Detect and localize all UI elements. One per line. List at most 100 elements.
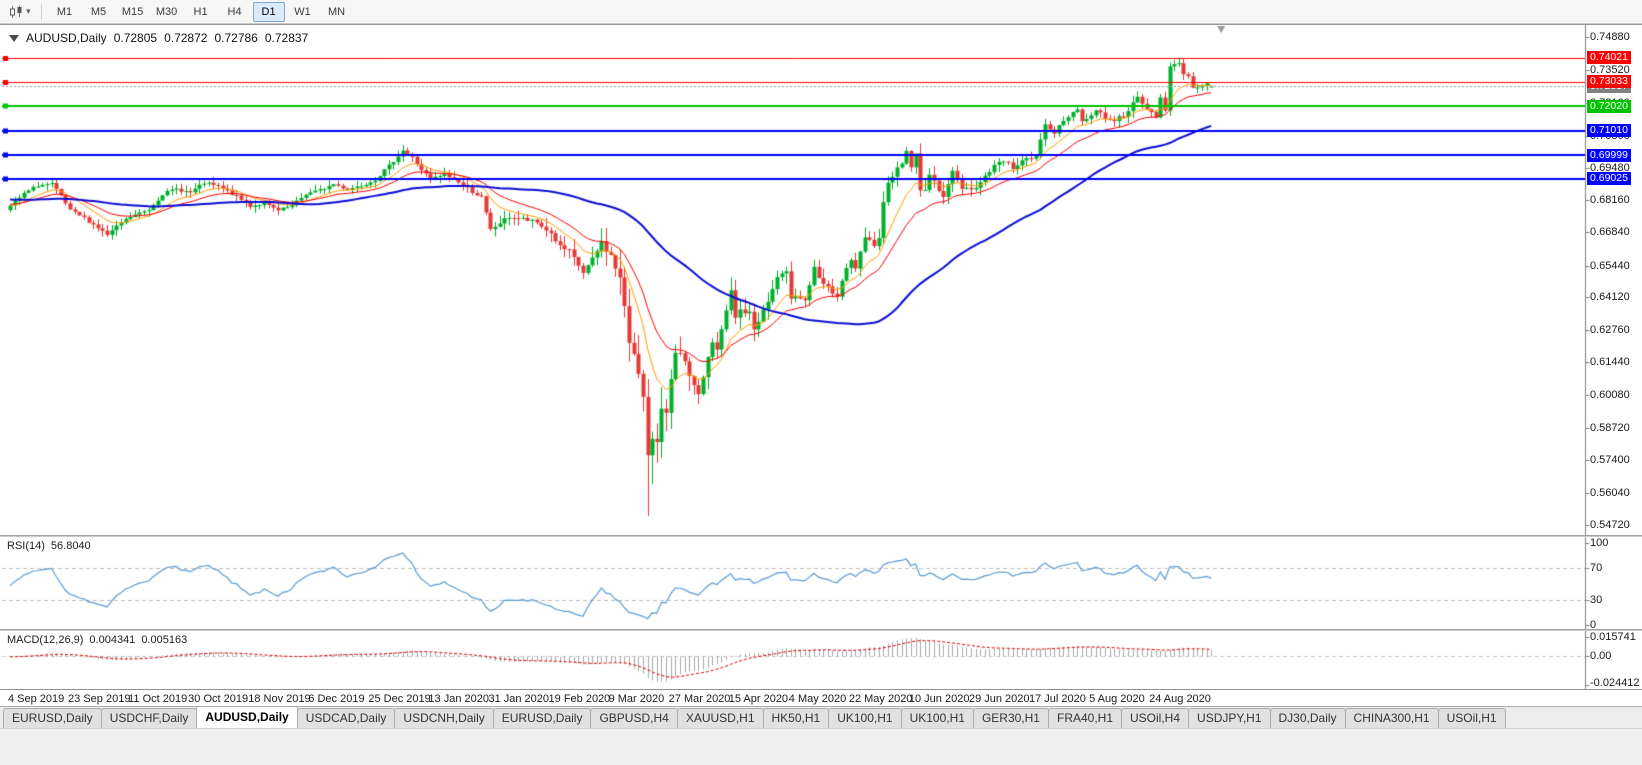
date-axis-label: 30 Oct 2019 bbox=[188, 693, 249, 705]
status-bar bbox=[0, 728, 1642, 765]
price-axis-grid-label: 0.73520 bbox=[1590, 63, 1630, 76]
chart-tab-usdcnh-daily[interactable]: USDCNH,Daily bbox=[394, 708, 494, 728]
chart-tab-gbpusd-h4[interactable]: GBPUSD,H4 bbox=[590, 708, 678, 728]
timeframe-button-w1[interactable]: W1 bbox=[294, 5, 311, 18]
chart-window: AUDUSD,Daily 0.72805 0.72872 0.72786 0.7… bbox=[0, 24, 1642, 707]
timeframe-button-h1[interactable]: H1 bbox=[193, 5, 208, 18]
price-level-label: 0.73033 bbox=[1587, 75, 1631, 89]
macd-axis-label: 0.00 bbox=[1590, 649, 1612, 662]
date-axis-label: 29 Jun 2020 bbox=[968, 693, 1030, 705]
price-axis-grid-label: 0.61440 bbox=[1590, 356, 1630, 369]
price-chart-panel: AUDUSD,Daily 0.72805 0.72872 0.72786 0.7… bbox=[0, 25, 1642, 535]
toolbar-separator bbox=[40, 3, 42, 20]
macd-axis-label: -0.024412 bbox=[1590, 677, 1640, 689]
price-axis-grid-label: 0.62760 bbox=[1590, 324, 1630, 337]
date-axis-label: 31 Jan 2020 bbox=[488, 693, 550, 705]
date-axis-label: 19 Feb 2020 bbox=[548, 693, 611, 705]
date-axis-label: 23 Sep 2019 bbox=[68, 693, 131, 705]
timeframe-button-d1[interactable]: D1 bbox=[252, 1, 285, 22]
price-axis-grid-label: 0.69480 bbox=[1590, 161, 1630, 174]
rsi-axis-label: 70 bbox=[1590, 561, 1603, 574]
date-axis-label: 13 Jan 2020 bbox=[428, 693, 489, 705]
date-axis-label: 24 Aug 2020 bbox=[1149, 693, 1211, 705]
chart-tabs-bar: EURUSD,Daily USDCHF,Daily AUDUSD,Daily USDC… bbox=[0, 706, 1642, 728]
chart-tab-eurusd-daily[interactable]: EURUSD,Daily bbox=[3, 708, 102, 728]
chart-tab-uk100-h1[interactable]: UK100,H1 bbox=[900, 708, 974, 728]
price-axis-grid-label: 0.60080 bbox=[1590, 389, 1630, 402]
price-axis-grid-label: 0.74880 bbox=[1590, 31, 1630, 43]
price-level-label: 0.69999 bbox=[1587, 148, 1631, 162]
price-axis-grid-label: 0.54720 bbox=[1590, 519, 1630, 531]
timeframes-toolbar: ▾ M1 M5 M15 M30 H1 H4 D1 W1 MN bbox=[0, 0, 1642, 24]
chart-symbol-period: AUDUSD,Daily bbox=[26, 31, 107, 45]
chart-type-dropdown-icon[interactable]: ▾ bbox=[26, 6, 31, 16]
date-axis-label: 4 Sep 2019 bbox=[8, 693, 65, 705]
date-axis-label: 9 Mar 2020 bbox=[608, 693, 665, 705]
chart-tab-audusd-daily[interactable]: AUDUSD,Daily bbox=[196, 706, 298, 728]
chart-tab-usdcad-daily[interactable]: USDCAD,Daily bbox=[296, 708, 396, 728]
chart-tab-hk50-h1[interactable]: HK50,H1 bbox=[762, 708, 830, 728]
macd-canvas[interactable] bbox=[0, 631, 1642, 689]
rsi-indicator-title: RSI(14) 56.8040 bbox=[7, 540, 91, 552]
rsi-label: RSI(14) bbox=[7, 540, 45, 552]
date-axis-label: 5 Aug 2020 bbox=[1089, 693, 1145, 705]
macd-indicator-title: MACD(12,26,9) 0.004341 0.005163 bbox=[7, 634, 187, 646]
timeframe-button-mn[interactable]: MN bbox=[327, 5, 346, 18]
timeframe-button-m30[interactable]: M30 bbox=[155, 5, 178, 18]
date-axis-label: 22 May 2020 bbox=[848, 693, 913, 705]
panel-splitter[interactable] bbox=[0, 535, 1642, 537]
chart-tab-ger30-h1[interactable]: GER30,H1 bbox=[972, 708, 1049, 728]
chart-type-icon[interactable] bbox=[6, 2, 26, 22]
rsi-panel: RSI(14) 56.8040 100 70 30 0 bbox=[0, 537, 1642, 629]
chart-tab-usoil-h4[interactable]: USOil,H4 bbox=[1121, 708, 1190, 728]
one-click-trading-icon[interactable] bbox=[9, 34, 19, 42]
price-axis-grid-label: 0.66840 bbox=[1590, 225, 1630, 238]
panel-splitter[interactable] bbox=[0, 629, 1642, 631]
price-level-label: 0.74021 bbox=[1587, 51, 1631, 65]
chart-tab-usdjpy-h1[interactable]: USDJPY,H1 bbox=[1188, 708, 1271, 728]
chart-tab-eurusd-daily[interactable]: EURUSD,Daily bbox=[492, 708, 592, 728]
chart-tab-usoil-h1[interactable]: USOil,H1 bbox=[1437, 708, 1506, 728]
chart-tab-xauusd-h1[interactable]: XAUUSD,H1 bbox=[676, 708, 764, 728]
price-axis-grid-label: 0.56040 bbox=[1590, 487, 1630, 500]
chart-tab-usdchf-daily[interactable]: USDCHF,Daily bbox=[100, 708, 198, 728]
price-axis-grid-label: 0.57400 bbox=[1590, 454, 1630, 467]
chart-tab-dj30-daily[interactable]: DJ30,Daily bbox=[1269, 708, 1346, 728]
macd-axis-label: 0.015741 bbox=[1590, 631, 1636, 643]
date-axis-label: 15 Apr 2020 bbox=[728, 693, 789, 705]
ohlc-close: 0.72837 bbox=[264, 31, 309, 45]
macd-panel: MACD(12,26,9) 0.004341 0.005163 0.015741… bbox=[0, 631, 1642, 689]
macd-value: 0.004341 bbox=[89, 634, 136, 646]
date-axis-label: 17 Jul 2020 bbox=[1029, 693, 1086, 705]
rsi-value: 56.8040 bbox=[50, 540, 91, 552]
price-level-label: 0.69025 bbox=[1587, 172, 1631, 186]
macd-label: MACD(12,26,9) bbox=[7, 634, 84, 646]
date-axis-label: 18 Nov 2019 bbox=[248, 693, 311, 705]
chart-tab-fra40-h1[interactable]: FRA40,H1 bbox=[1047, 708, 1123, 728]
timeframe-button-h4[interactable]: H4 bbox=[227, 5, 242, 18]
candlestick-icon bbox=[9, 5, 21, 18]
price-axis-grid-label: 0.68160 bbox=[1590, 193, 1630, 206]
rsi-canvas[interactable] bbox=[0, 537, 1642, 629]
ohlc-open: 0.72805 bbox=[113, 31, 158, 45]
rsi-axis-label: 0 bbox=[1590, 619, 1597, 629]
timeframe-button-m15[interactable]: M15 bbox=[121, 5, 144, 18]
chart-tab-uk100-h1[interactable]: UK100,H1 bbox=[828, 708, 902, 728]
chart-tab-china300-h1[interactable]: CHINA300,H1 bbox=[1344, 708, 1439, 728]
date-axis-label: 27 Mar 2020 bbox=[668, 693, 731, 705]
timeframe-button-m1[interactable]: M1 bbox=[56, 5, 73, 18]
ohlc-high: 0.72872 bbox=[164, 31, 208, 45]
price-axis-grid-label: 0.65440 bbox=[1590, 259, 1630, 272]
timeframe-button-m5[interactable]: M5 bbox=[90, 5, 107, 18]
ohlc-low: 0.72786 bbox=[214, 31, 258, 45]
date-axis-label: 4 May 2020 bbox=[788, 693, 847, 705]
price-level-label: 0.72020 bbox=[1587, 99, 1631, 113]
date-axis-label: 6 Dec 2019 bbox=[308, 693, 365, 705]
date-axis-label: 11 Oct 2019 bbox=[128, 693, 188, 705]
price-axis-grid-label: 0.64120 bbox=[1590, 291, 1630, 304]
date-axis-label: 25 Dec 2019 bbox=[368, 693, 431, 705]
date-axis: 4 Sep 2019 23 Sep 2019 11 Oct 2019 30 Oct 2… bbox=[0, 689, 1642, 707]
price-level-label: 0.71010 bbox=[1587, 124, 1631, 138]
price-chart-canvas[interactable] bbox=[0, 25, 1642, 535]
